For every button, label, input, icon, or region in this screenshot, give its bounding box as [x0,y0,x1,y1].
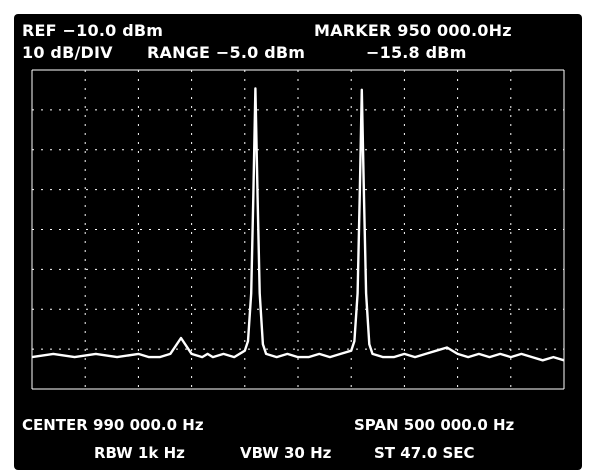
graticule-grid [31,69,565,390]
reference-level: REF −10.0 dBm [22,21,164,40]
marker-level: −15.8 dBm [366,43,467,62]
sweep-time: ST 47.0 SEC [374,444,475,462]
center-frequency: CENTER 990 000.0 Hz [22,416,204,434]
video-bandwidth: VBW 30 Hz [240,444,332,462]
spectrum-trace [31,87,565,362]
spectrum-display [31,69,565,390]
frequency-span: SPAN 500 000.0 Hz [354,416,515,434]
analyzer-screen: REF −10.0 dBm MARKER 950 000.0Hz 10 dB/D… [14,14,582,470]
vertical-scale: 10 dB/DIV [22,43,113,62]
marker-frequency: MARKER 950 000.0Hz [314,21,512,40]
resolution-bandwidth: RBW 1k Hz [94,444,185,462]
input-range: RANGE −5.0 dBm [147,43,306,62]
